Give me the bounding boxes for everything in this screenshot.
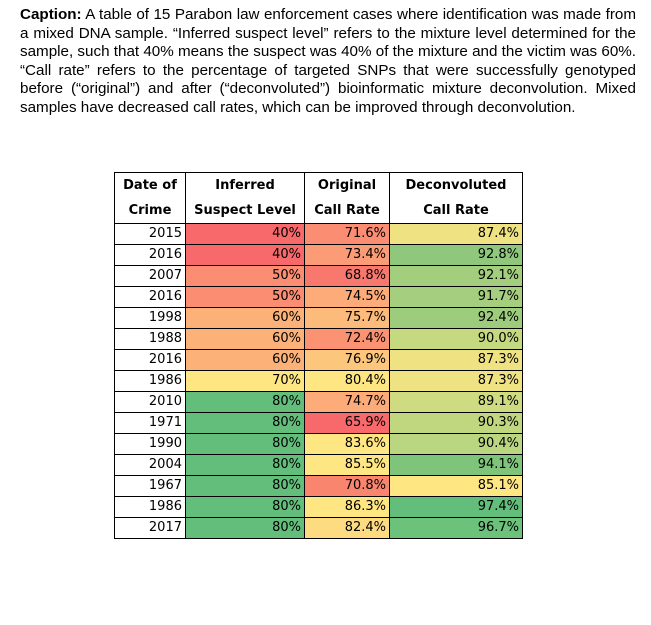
suspect-level-cell: 80% (185, 496, 305, 518)
table-row: 2017 80% 82.4% 96.7% (114, 517, 523, 539)
year-cell: 1986 (114, 496, 186, 518)
deconvoluted-call-rate-cell: 90.0% (389, 328, 523, 350)
suspect-level-cell: 80% (185, 517, 305, 539)
table-row: 1998 60% 75.7% 92.4% (114, 307, 523, 329)
year-cell: 2017 (114, 517, 186, 539)
original-call-rate-cell: 85.5% (304, 454, 390, 476)
year-cell: 2016 (114, 286, 186, 308)
suspect-level-cell: 80% (185, 391, 305, 413)
deconvoluted-call-rate-cell: 94.1% (389, 454, 523, 476)
year-cell: 2016 (114, 244, 186, 266)
deconvoluted-call-rate-cell: 91.7% (389, 286, 523, 308)
year-cell: 2015 (114, 223, 186, 245)
original-call-rate-cell: 75.7% (304, 307, 390, 329)
table-row: 2016 60% 76.9% 87.3% (114, 349, 523, 371)
suspect-level-cell: 50% (185, 286, 305, 308)
suspect-level-cell: 70% (185, 370, 305, 392)
header-original-line2: Call Rate (304, 198, 390, 224)
year-cell: 2010 (114, 391, 186, 413)
suspect-level-cell: 80% (185, 454, 305, 476)
year-cell: 1990 (114, 433, 186, 455)
caption-label: Caption: (20, 6, 82, 23)
table-header: Date of Inferred Original Deconvoluted C… (114, 172, 523, 224)
table-row: 2016 40% 73.4% 92.8% (114, 244, 523, 266)
original-call-rate-cell: 73.4% (304, 244, 390, 266)
original-call-rate-cell: 65.9% (304, 412, 390, 434)
suspect-level-cell: 40% (185, 223, 305, 245)
deconvoluted-call-rate-cell: 87.4% (389, 223, 523, 245)
header-row-2: Crime Suspect Level Call Rate Call Rate (114, 198, 523, 224)
original-call-rate-cell: 68.8% (304, 265, 390, 287)
deconvoluted-call-rate-cell: 89.1% (389, 391, 523, 413)
suspect-level-cell: 80% (185, 475, 305, 497)
deconvoluted-call-rate-cell: 92.1% (389, 265, 523, 287)
results-table: Date of Inferred Original Deconvoluted C… (114, 172, 523, 539)
year-cell: 2007 (114, 265, 186, 287)
deconvoluted-call-rate-cell: 97.4% (389, 496, 523, 518)
header-level-line2: Suspect Level (185, 198, 305, 224)
header-deconvoluted-line2: Call Rate (389, 198, 523, 224)
year-cell: 1971 (114, 412, 186, 434)
header-level-line1: Inferred (185, 172, 305, 198)
year-cell: 1998 (114, 307, 186, 329)
deconvoluted-call-rate-cell: 87.3% (389, 370, 523, 392)
original-call-rate-cell: 76.9% (304, 349, 390, 371)
suspect-level-cell: 80% (185, 433, 305, 455)
original-call-rate-cell: 74.7% (304, 391, 390, 413)
table-row: 1967 80% 70.8% 85.1% (114, 475, 523, 497)
table-row: 2016 50% 74.5% 91.7% (114, 286, 523, 308)
deconvoluted-call-rate-cell: 92.8% (389, 244, 523, 266)
suspect-level-cell: 40% (185, 244, 305, 266)
original-call-rate-cell: 74.5% (304, 286, 390, 308)
table-row: 2004 80% 85.5% 94.1% (114, 454, 523, 476)
suspect-level-cell: 60% (185, 328, 305, 350)
original-call-rate-cell: 80.4% (304, 370, 390, 392)
original-call-rate-cell: 70.8% (304, 475, 390, 497)
header-deconvoluted-line1: Deconvoluted (389, 172, 523, 198)
header-row-1: Date of Inferred Original Deconvoluted (114, 172, 523, 198)
suspect-level-cell: 80% (185, 412, 305, 434)
table-row: 2007 50% 68.8% 92.1% (114, 265, 523, 287)
original-call-rate-cell: 71.6% (304, 223, 390, 245)
year-cell: 2016 (114, 349, 186, 371)
original-call-rate-cell: 82.4% (304, 517, 390, 539)
deconvoluted-call-rate-cell: 92.4% (389, 307, 523, 329)
deconvoluted-call-rate-cell: 90.3% (389, 412, 523, 434)
year-cell: 1988 (114, 328, 186, 350)
header-original-line1: Original (304, 172, 390, 198)
deconvoluted-call-rate-cell: 90.4% (389, 433, 523, 455)
header-date-line2: Crime (114, 198, 186, 224)
year-cell: 1967 (114, 475, 186, 497)
original-call-rate-cell: 86.3% (304, 496, 390, 518)
table-body: 2015 40% 71.6% 87.4% 2016 40% 73.4% 92.8% 2007 50… (114, 223, 523, 539)
original-call-rate-cell: 72.4% (304, 328, 390, 350)
caption: Caption: A table of 15 Parabon law enfor… (20, 6, 636, 118)
suspect-level-cell: 50% (185, 265, 305, 287)
table-row: 1990 80% 83.6% 90.4% (114, 433, 523, 455)
table-row: 1971 80% 65.9% 90.3% (114, 412, 523, 434)
year-cell: 1986 (114, 370, 186, 392)
header-date-line1: Date of (114, 172, 186, 198)
table-row: 1986 70% 80.4% 87.3% (114, 370, 523, 392)
suspect-level-cell: 60% (185, 349, 305, 371)
table-row: 1986 80% 86.3% 97.4% (114, 496, 523, 518)
deconvoluted-call-rate-cell: 96.7% (389, 517, 523, 539)
original-call-rate-cell: 83.6% (304, 433, 390, 455)
caption-text: A table of 15 Parabon law enforcement ca… (20, 6, 636, 116)
suspect-level-cell: 60% (185, 307, 305, 329)
table-row: 1988 60% 72.4% 90.0% (114, 328, 523, 350)
table-row: 2010 80% 74.7% 89.1% (114, 391, 523, 413)
table-row: 2015 40% 71.6% 87.4% (114, 223, 523, 245)
year-cell: 2004 (114, 454, 186, 476)
deconvoluted-call-rate-cell: 87.3% (389, 349, 523, 371)
deconvoluted-call-rate-cell: 85.1% (389, 475, 523, 497)
